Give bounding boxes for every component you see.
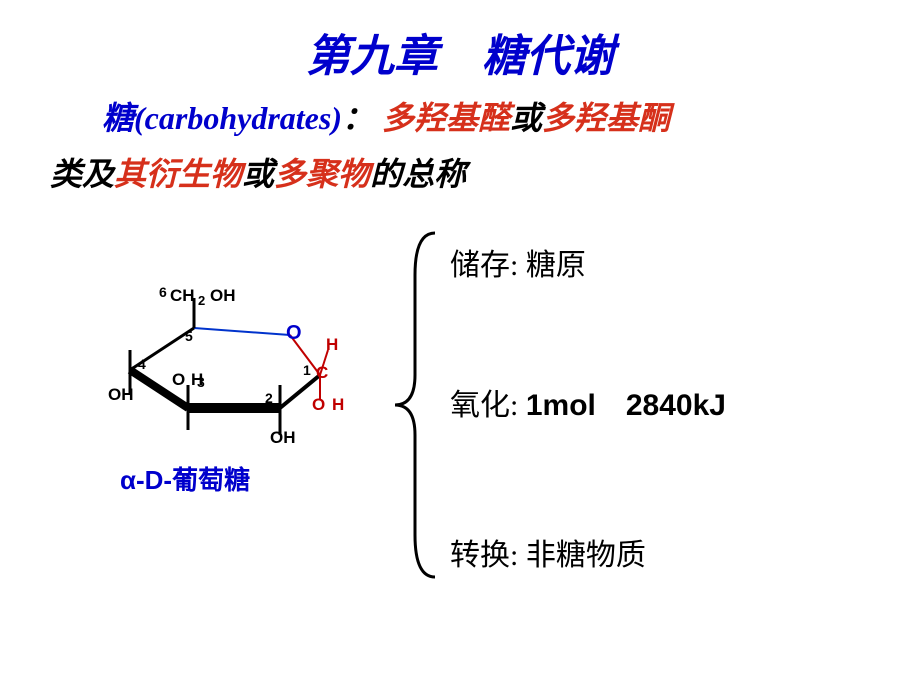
curly-brace <box>385 225 445 585</box>
def-line2-a: 类及 <box>50 156 114 192</box>
brace-path <box>395 233 435 577</box>
atom-oh6: OH <box>210 286 236 306</box>
atom-oh2: OH <box>270 428 296 448</box>
list-value-3: 非糖物质 <box>526 539 646 572</box>
atom-ch: CH <box>170 286 195 306</box>
bond-c5-o <box>194 328 290 335</box>
atom-h3: H <box>191 370 203 390</box>
atom-c1: C <box>316 363 328 383</box>
num-6: 6 <box>159 284 167 300</box>
atom-oh4: OH <box>108 385 134 405</box>
def-red-4: 多聚物 <box>274 156 370 192</box>
num-2: 2 <box>265 390 273 406</box>
def-sep-1: 或 <box>510 100 542 136</box>
atom-o1: O <box>312 395 325 415</box>
atom-h1: H <box>326 335 338 355</box>
def-sep-2: 或 <box>242 156 274 192</box>
num-4: 4 <box>138 356 146 372</box>
list-item-oxidize: 氧化: 1mol 2840kJ <box>450 380 726 424</box>
atom-o3: O <box>172 370 185 390</box>
list-value-1: 糖原 <box>526 249 586 282</box>
chapter-title: 第九章 糖代谢 <box>0 20 920 84</box>
brace-svg <box>385 225 445 585</box>
atom-two: 2 <box>198 293 205 308</box>
atom-o-ring: O <box>286 322 302 345</box>
def-term: 糖(carbohydrates) <box>102 100 342 136</box>
def-red-3: 其衍生物 <box>114 156 242 192</box>
atom-h-oh1: H <box>332 395 344 415</box>
list-value-2: 1mol 2840kJ <box>526 389 726 422</box>
list-item-store: 储存: 糖原 <box>450 240 586 284</box>
def-red-2: 多羟基酮 <box>542 100 670 136</box>
glucose-name: α-D-葡萄糖 <box>120 460 250 497</box>
slide: 第九章 糖代谢 糖(carbohydrates)： 多羟基醛或多羟基酮 类及其衍… <box>0 0 920 690</box>
list-label-1: 储存: <box>450 249 526 282</box>
num-1: 1 <box>303 362 311 378</box>
list-item-convert: 转换: 非糖物质 <box>450 530 646 574</box>
list-label-3: 转换: <box>450 539 526 572</box>
def-colon: ： <box>342 100 374 136</box>
num-5: 5 <box>185 328 193 344</box>
list-label-2: 氧化: <box>450 389 526 422</box>
def-line2-end: 的总称 <box>370 156 466 192</box>
definition-text: 糖(carbohydrates)： 多羟基醛或多羟基酮 类及其衍生物或多聚物的总… <box>50 90 870 202</box>
def-red-1: 多羟基醛 <box>382 100 510 136</box>
